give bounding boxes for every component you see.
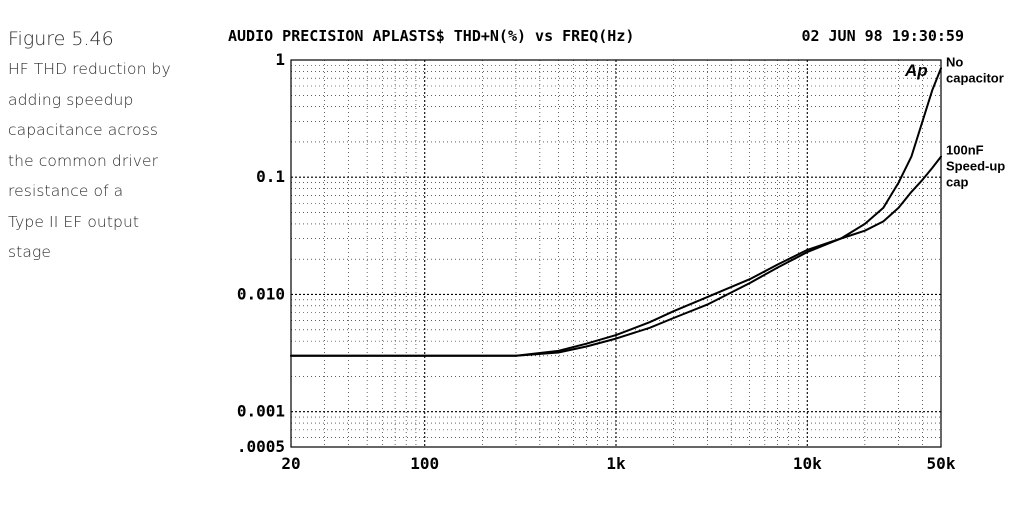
chart-header-left: AUDIO PRECISION APLASTS$ THD+N(%) vs FRE… [228,27,634,45]
x-tick-label: 50k [927,454,956,473]
caption-line: the common driver [8,151,159,170]
y-tick-label: 1 [275,50,285,69]
y-tick-label: 0.1 [256,167,285,186]
annotation-speedup-cap: 100nF [946,143,984,158]
annotation-no-capacitor: capacitor [946,70,1004,85]
caption-line: HF THD reduction by [8,60,171,78]
x-tick-label: 20 [281,454,300,473]
y-tick-label: 0.010 [237,284,285,303]
caption-line: stage [8,243,51,261]
x-tick-label: 100 [410,454,439,473]
y-tick-label: 0.001 [237,402,285,421]
y-axis-ticks: 1 0.1 0.010 0.001 .0005 [237,50,285,456]
annotation-speedup-cap: Speed-up [946,159,1005,174]
series-line-no-capacitor [290,67,942,357]
plot-frame [290,59,942,448]
series-line-speedup-cap [290,155,942,357]
annotation-no-capacitor: No [946,54,963,69]
figure-caption: Figure 5.46 HF THD reduction by adding s… [8,28,218,268]
caption-line: adding speedup [8,90,134,109]
ap-logo: Ap [904,61,928,80]
caption-line: capacitance across [8,121,159,139]
series-group [290,67,942,357]
caption-line: Type II EF output [8,212,140,231]
figure-number: Figure 5.46 [8,28,114,50]
x-tick-label: 1k [606,454,626,473]
chart-header-right: 02 JUN 98 19:30:59 [801,27,964,45]
x-axis-ticks: 20 100 1k 10k 50k [281,454,955,473]
annotation-speedup-cap: cap [946,175,968,190]
x-tick-label: 10k [793,454,822,473]
y-tick-label: .0005 [237,437,285,456]
chart-grid [291,60,941,447]
caption-line: resistance of a [8,182,124,200]
